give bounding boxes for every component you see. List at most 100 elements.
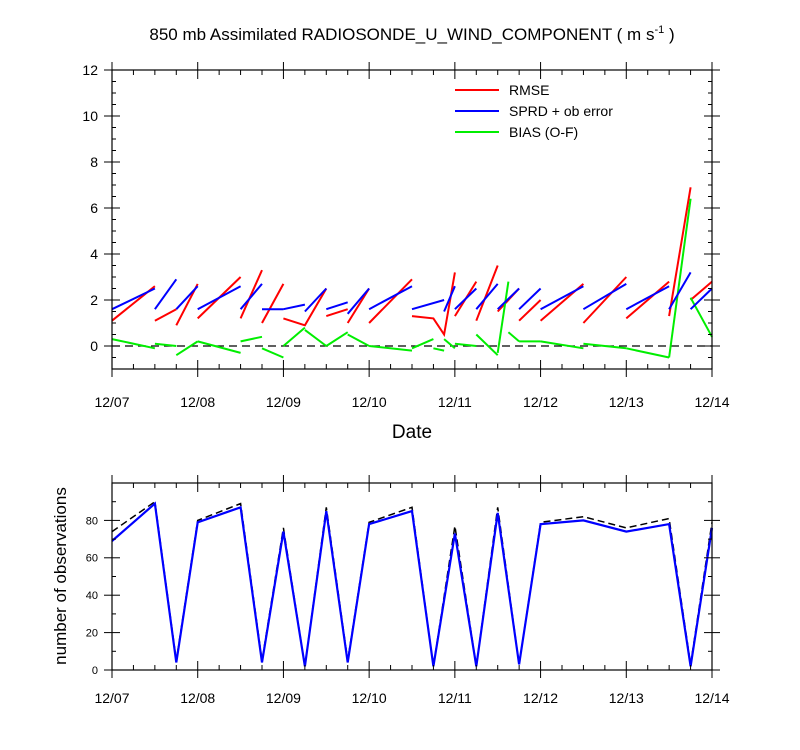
x-tick-label: 12/08: [180, 394, 215, 410]
x-tick-label: 12/11: [438, 690, 472, 706]
series-line-segment: [626, 347, 670, 359]
x-tick-label: 12/11: [438, 394, 472, 410]
x-tick-label: 12/08: [180, 690, 215, 706]
series-line-segment: [582, 283, 627, 311]
x-axis-label: Date: [392, 422, 432, 443]
series-sprd-ob-error: [111, 271, 713, 315]
series-line-segment: [197, 285, 242, 311]
series-line-segment: [454, 342, 477, 347]
series-line-segment: [111, 338, 156, 350]
series-line-segment: [475, 283, 499, 310]
series-line-segment: [443, 285, 456, 312]
legend-label: BIAS (O-F): [509, 124, 578, 140]
series-line-segment: [433, 347, 445, 352]
x-tick-label: 12/14: [694, 394, 729, 410]
series-line-segment: [583, 342, 627, 350]
top-axis-ticks: [104, 62, 720, 377]
series-line-segment: [175, 340, 199, 357]
series-line-segment: [197, 340, 241, 354]
series-line-segment: [454, 287, 477, 310]
series-line-segment: [411, 272, 456, 338]
bottom-chart-panel: 0 20 40 60 80 12/07 12/08 12/09 12/10 12/11 12/12…: [51, 475, 730, 706]
series-line-segment: [411, 338, 434, 350]
top-chart-panel: 0 2 4 6 8 10 12 12/07 12/08 12/09 12/10 12/11 12/12…: [82, 62, 729, 443]
series-line-segment: [261, 347, 284, 359]
series-line-segment: [689, 297, 713, 338]
series-line-segment: [154, 278, 178, 310]
legend: RMSE SPRD + ob error BIAS (O-F): [455, 82, 613, 140]
series-line-segment: [668, 187, 692, 317]
bottom-y-tick-labels: 0 20 40 60 80: [86, 515, 98, 677]
series-line-segment: [175, 285, 199, 310]
y-tick-label: 0: [90, 338, 98, 354]
y-tick-label: 40: [86, 590, 98, 602]
series-line-segment: [154, 342, 177, 347]
legend-label: RMSE: [509, 82, 549, 98]
series-line-segment: [625, 285, 670, 311]
series-rmse: [111, 187, 713, 338]
y-tick-label: 6: [90, 200, 98, 216]
series-line-segment: [347, 333, 370, 347]
series-line-segment: [325, 301, 349, 311]
series-line-segment: [411, 299, 445, 311]
x-tick-label: 12/14: [694, 690, 729, 706]
bottom-axis-ticks: [104, 475, 720, 678]
series-line-segment: [507, 331, 520, 343]
y-tick-label: 2: [90, 292, 98, 308]
series-line-segment: [625, 280, 670, 320]
series-line-segment: [346, 287, 370, 315]
series-line-segment: [239, 283, 263, 310]
bottom-series-group: [111, 500, 714, 667]
series-line-segment: [443, 338, 456, 350]
series-line-segment: [668, 271, 692, 310]
x-tick-label: 12/12: [523, 690, 558, 706]
series-bias-o-f: [111, 198, 713, 359]
legend-label: SPRD + ob error: [509, 103, 613, 119]
series-line-segment: [304, 329, 327, 347]
series-line-segment: [283, 303, 306, 311]
series-line-segment: [689, 280, 713, 301]
y-tick-label: 4: [90, 246, 98, 262]
y-tick-label: 80: [86, 515, 98, 527]
series-line-segment: [261, 283, 285, 324]
series-line-segment: [325, 331, 349, 347]
y-axis-label: number of observations: [51, 487, 70, 665]
series-line-segment: [111, 287, 156, 311]
series-line-segment: [325, 308, 349, 318]
series-line-segment: [154, 308, 177, 322]
series-line-segment: [518, 299, 542, 322]
series-line-segment: [240, 335, 263, 343]
series-line-segment: [582, 276, 628, 324]
series-line-segment: [496, 281, 510, 354]
series-line-segment: [540, 340, 584, 350]
series-line-segment: [518, 287, 542, 310]
series-line-segment: [368, 345, 413, 352]
series-line-segment: [689, 287, 713, 310]
series-line-segment: [668, 198, 692, 358]
series-line-segment: [368, 285, 413, 311]
y-tick-label: 12: [82, 62, 98, 78]
x-tick-label: 12/09: [266, 394, 301, 410]
y-tick-label: 0: [92, 665, 98, 677]
chart-title: 850 mb Assimilated RADIOSONDE_U_WIND_COM…: [149, 24, 674, 44]
bottom-x-tick-labels: 12/07 12/08 12/09 12/10 12/11 12/12 12/13 12/14: [94, 690, 729, 706]
x-tick-label: 12/07: [94, 690, 129, 706]
series-line-segment: [239, 269, 263, 319]
series-assimilated-line: [111, 501, 714, 667]
x-tick-label: 12/07: [94, 394, 129, 410]
x-tick-label: 12/10: [352, 690, 387, 706]
series-line-segment: [475, 265, 499, 322]
top-y-tick-labels: 0 2 4 6 8 10 12: [82, 62, 98, 354]
series-line-segment: [475, 333, 499, 356]
y-tick-label: 8: [90, 154, 98, 170]
series-line-segment: [540, 285, 584, 311]
series-line-segment: [282, 326, 306, 347]
series-line-segment: [304, 287, 328, 313]
series-line-segment: [497, 287, 520, 310]
top-x-tick-labels: 12/07 12/08 12/09 12/10 12/11 12/12 12/13 12/14: [94, 394, 729, 410]
x-tick-label: 12/09: [266, 690, 301, 706]
x-tick-label: 12/13: [609, 690, 644, 706]
series-line-segment: [368, 278, 413, 324]
series-line-segment: [283, 287, 328, 327]
